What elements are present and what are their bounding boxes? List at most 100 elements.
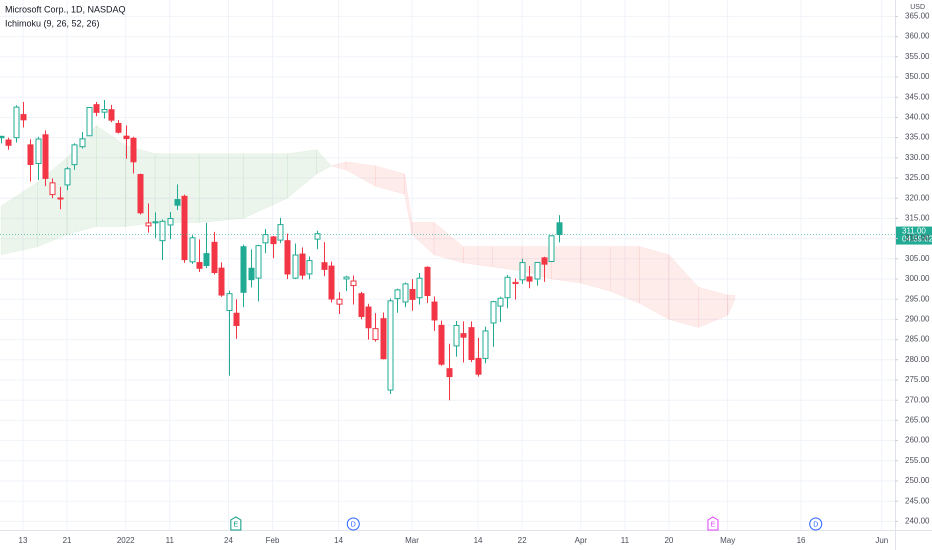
- candle-body: [328, 265, 335, 300]
- y-tick-label: 280.00: [905, 355, 930, 364]
- candle-body: [512, 281, 519, 284]
- grid: [0, 0, 895, 530]
- x-tick-label: 2022: [117, 536, 135, 545]
- y-tick-label: 330.00: [905, 153, 930, 162]
- candle-body: [115, 122, 122, 133]
- candle-body: [394, 289, 401, 300]
- y-tick-label: 245.00: [905, 496, 930, 505]
- y-tick-label: 355.00: [905, 52, 930, 61]
- candle-body: [13, 106, 20, 139]
- candle-body: [504, 276, 511, 299]
- cloud-segment: [727, 294, 736, 316]
- candle-body: [446, 368, 453, 378]
- candle-body: [519, 262, 526, 281]
- x-tick-label: Mar: [405, 536, 419, 545]
- cloud-segment: [330, 161, 347, 171]
- candle-body: [255, 245, 262, 279]
- candle-body: [181, 195, 188, 261]
- cloud-segment: [345, 161, 376, 187]
- candle-body: [541, 257, 548, 265]
- x-tick-label: 21: [63, 536, 72, 545]
- candle-body: [226, 293, 233, 312]
- y-tick-label: 310.00: [905, 234, 930, 243]
- y-tick-label: 260.00: [905, 436, 930, 445]
- x-tick-label: 11: [621, 536, 630, 545]
- candle-body: [270, 236, 277, 245]
- candle-body: [402, 283, 409, 303]
- x-tick-label: 13: [19, 536, 28, 545]
- candle-body: [64, 168, 71, 186]
- y-tick-label: 325.00: [905, 173, 930, 182]
- event-label: D: [351, 521, 356, 528]
- cloud-segment: [668, 254, 699, 328]
- candle-body: [93, 104, 100, 113]
- candle-body: [343, 276, 350, 280]
- candle-body: [321, 262, 328, 270]
- cloud-segment: [198, 153, 244, 223]
- candle-body: [387, 300, 394, 391]
- candle-body: [556, 222, 563, 236]
- indicator-label: Ichimoku (9, 26, 52, 26): [5, 18, 100, 28]
- cloud-segment: [698, 286, 728, 328]
- x-tick-label: May: [720, 536, 735, 545]
- candle-body: [424, 266, 431, 296]
- y-tick-label: 275.00: [905, 375, 930, 384]
- event-marker: [230, 516, 242, 531]
- candle-body: [262, 234, 269, 244]
- candle-body: [108, 109, 115, 121]
- y-tick-label: 290.00: [905, 315, 930, 324]
- candle-body: [438, 324, 445, 365]
- cloud-segment: [551, 246, 582, 284]
- y-tick-label: 265.00: [905, 416, 930, 425]
- cloud-segment: [492, 246, 523, 272]
- y-tick-label: 285.00: [905, 335, 930, 344]
- candle-body: [358, 293, 365, 317]
- candle-body: [145, 222, 152, 227]
- cloud-segment: [580, 246, 611, 292]
- candle-body: [196, 262, 203, 269]
- y-tick-label: 305.00: [905, 254, 930, 263]
- cloud-segment: [609, 246, 640, 304]
- candle-body: [0, 135, 5, 139]
- candle-body: [101, 109, 108, 113]
- x-tick-label: 22: [518, 536, 527, 545]
- y-tick-label: 320.00: [905, 193, 930, 202]
- candle-body: [203, 253, 210, 267]
- candle-body: [482, 330, 489, 359]
- currency-label: USD: [910, 4, 925, 11]
- y-tick-label: 360.00: [905, 32, 930, 41]
- y-tick-label: 365.00: [905, 12, 930, 21]
- y-tick-label: 270.00: [905, 395, 930, 404]
- candle-body: [292, 254, 299, 279]
- x-tick-label: Feb: [266, 536, 280, 545]
- cloud-segment: [286, 149, 317, 199]
- candles: [0, 100, 563, 401]
- candle-body: [248, 267, 255, 281]
- candle-body: [130, 137, 137, 163]
- y-tick-label: 250.00: [905, 476, 930, 485]
- y-tick-label: 300.00: [905, 274, 930, 283]
- event-marker: [346, 517, 360, 531]
- candle-body: [460, 333, 467, 338]
- candle-body: [277, 224, 284, 241]
- candle-body: [189, 237, 196, 263]
- event-marker: [707, 516, 719, 531]
- candle-body: [86, 107, 93, 137]
- candle-body: [380, 318, 387, 360]
- y-tick-label: 315.00: [905, 214, 930, 223]
- event-label: D: [813, 521, 818, 528]
- x-tick-label: 11: [166, 536, 175, 545]
- candle-body: [284, 240, 291, 275]
- candle-body: [35, 138, 42, 164]
- candle-body: [299, 253, 306, 276]
- candle-body: [123, 135, 130, 140]
- candle-body: [314, 233, 321, 240]
- candle-body: [431, 301, 438, 321]
- candle-body: [42, 134, 49, 179]
- y-tick-label: 240.00: [905, 517, 930, 526]
- candle-body: [174, 199, 181, 206]
- candle-body: [137, 174, 144, 214]
- cloud-segment: [37, 157, 68, 248]
